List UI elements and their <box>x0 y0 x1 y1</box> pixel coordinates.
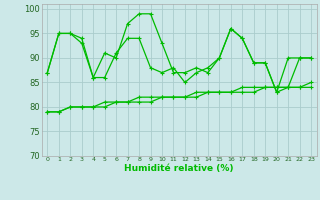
X-axis label: Humidité relative (%): Humidité relative (%) <box>124 164 234 173</box>
